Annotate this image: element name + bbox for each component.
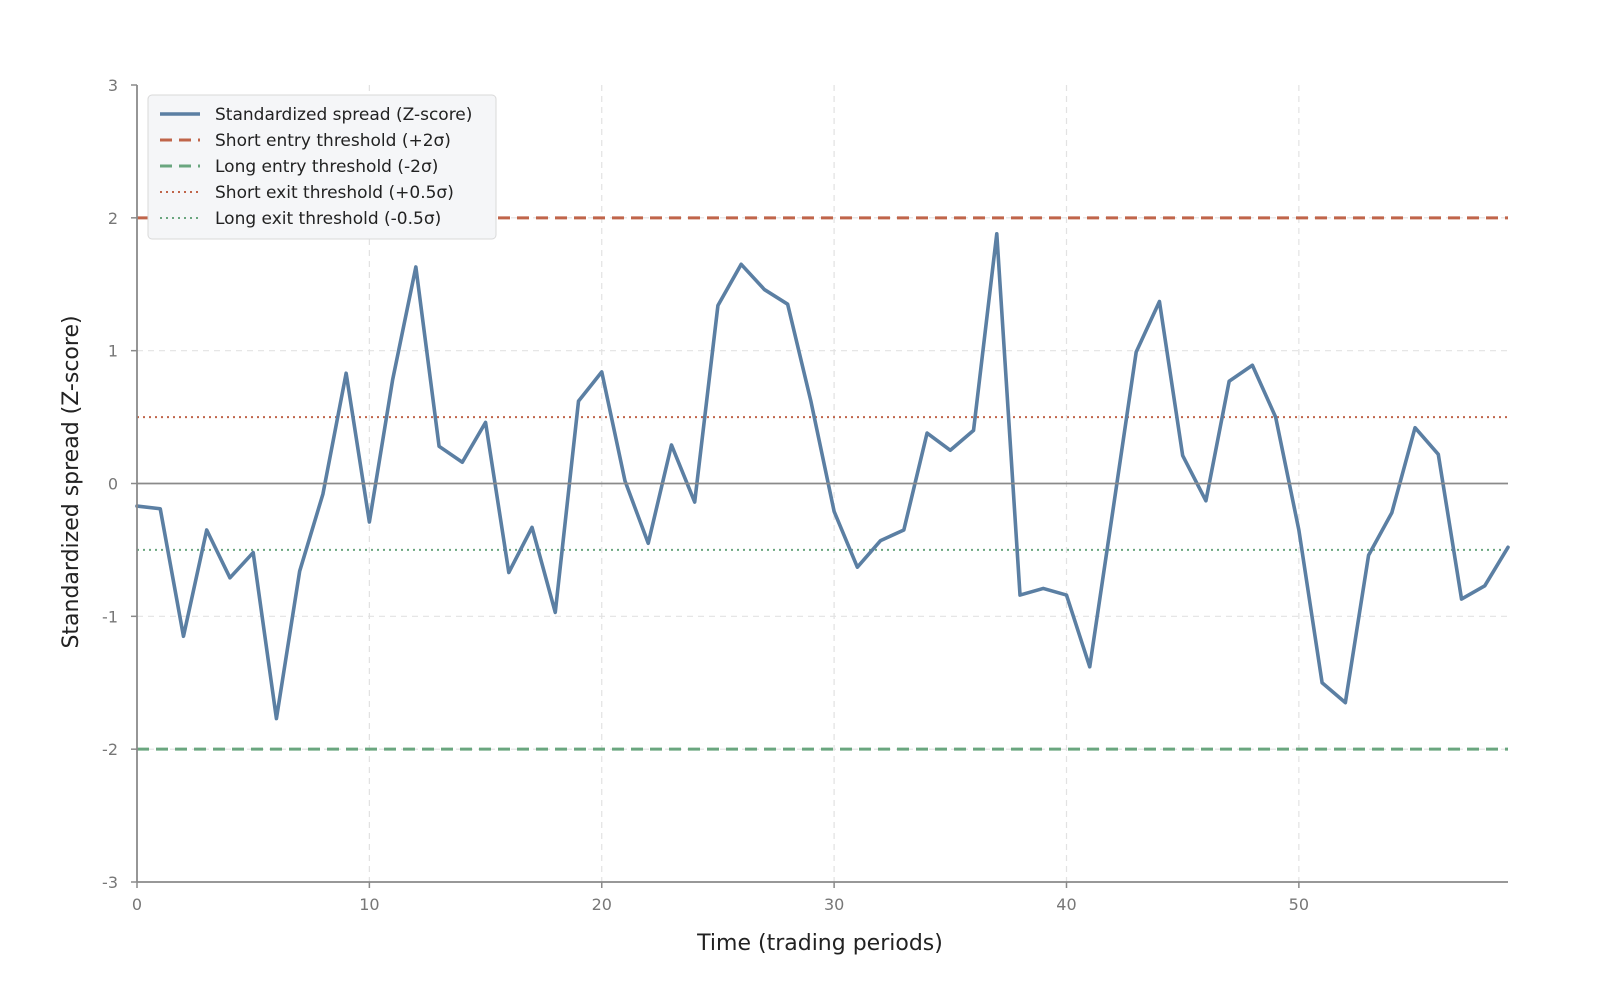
tick-labels: 0 10 20 30 40 50 -3 -2 -1 0 1 2 3 <box>102 76 1309 914</box>
legend-box <box>147 94 497 240</box>
x-tick-label: 30 <box>824 895 844 914</box>
x-tick-label: 20 <box>592 895 612 914</box>
legend-entry: Long exit threshold (-0.5σ) <box>215 209 441 229</box>
y-tick-label: 2 <box>108 209 118 228</box>
spread-series-line <box>135 231 1510 721</box>
legend-entry: Standardized spread (Z-score) <box>215 105 472 125</box>
legend: Standardized spread (Z-score) Short entry… <box>147 94 497 240</box>
y-tick-label: 0 <box>108 475 118 494</box>
y-tick-label: -3 <box>102 873 118 892</box>
y-tick-label: 3 <box>108 76 118 95</box>
y-tick-label: 1 <box>108 342 118 361</box>
legend-entry: Short exit threshold (+0.5σ) <box>215 183 454 203</box>
x-tick-label: 0 <box>132 895 142 914</box>
x-tick-label: 50 <box>1289 895 1309 914</box>
series-lines <box>135 231 1510 721</box>
x-axis-label: Time (trading periods) <box>696 931 943 956</box>
legend-entry: Long entry threshold (-2σ) <box>215 157 438 177</box>
y-tick-label: -1 <box>102 607 118 626</box>
y-tick-label: -2 <box>102 740 118 759</box>
x-tick-label: 10 <box>359 895 379 914</box>
y-axis-label: Standardized spread (Z-score) <box>59 315 84 648</box>
x-tick-label: 40 <box>1056 895 1076 914</box>
legend-entry: Short entry threshold (+2σ) <box>215 131 451 151</box>
